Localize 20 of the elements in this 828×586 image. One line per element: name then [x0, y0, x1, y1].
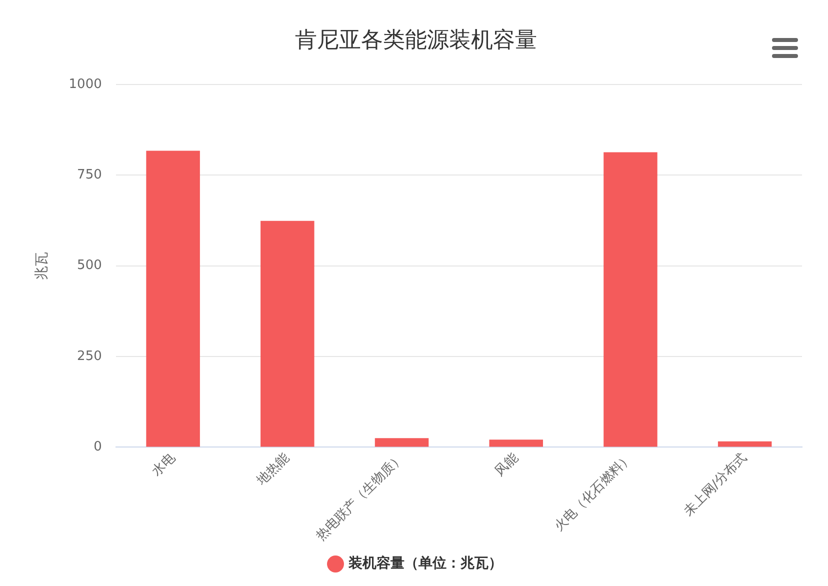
x-tick-label: 水电 — [149, 450, 178, 480]
bar — [718, 441, 772, 447]
x-tick-label: 未上网/分布式 — [681, 450, 750, 520]
x-tick-label: 热电联产（生物质） — [314, 450, 407, 544]
bar — [374, 438, 429, 447]
y-tick-label: 1000 — [68, 76, 102, 92]
bar — [604, 152, 658, 447]
y-tick-label: 0 — [94, 440, 102, 455]
y-tick-label: 750 — [77, 167, 102, 182]
x-tick-label: 风能 — [492, 450, 522, 480]
x-tick-label: 地热能 — [254, 450, 293, 490]
bar — [260, 220, 314, 447]
x-tick-label: 火电（化石燃料） — [552, 450, 636, 535]
bar — [489, 440, 543, 447]
bar — [146, 150, 200, 447]
legend-label: 装机容量（单位：兆瓦） — [348, 554, 502, 572]
y-axis-title: 兆瓦 — [34, 252, 50, 280]
chart-title: 肯尼亚各类能源装机容量 — [295, 28, 537, 53]
y-tick-label: 250 — [77, 348, 102, 364]
y-tick-label: 500 — [77, 258, 102, 274]
